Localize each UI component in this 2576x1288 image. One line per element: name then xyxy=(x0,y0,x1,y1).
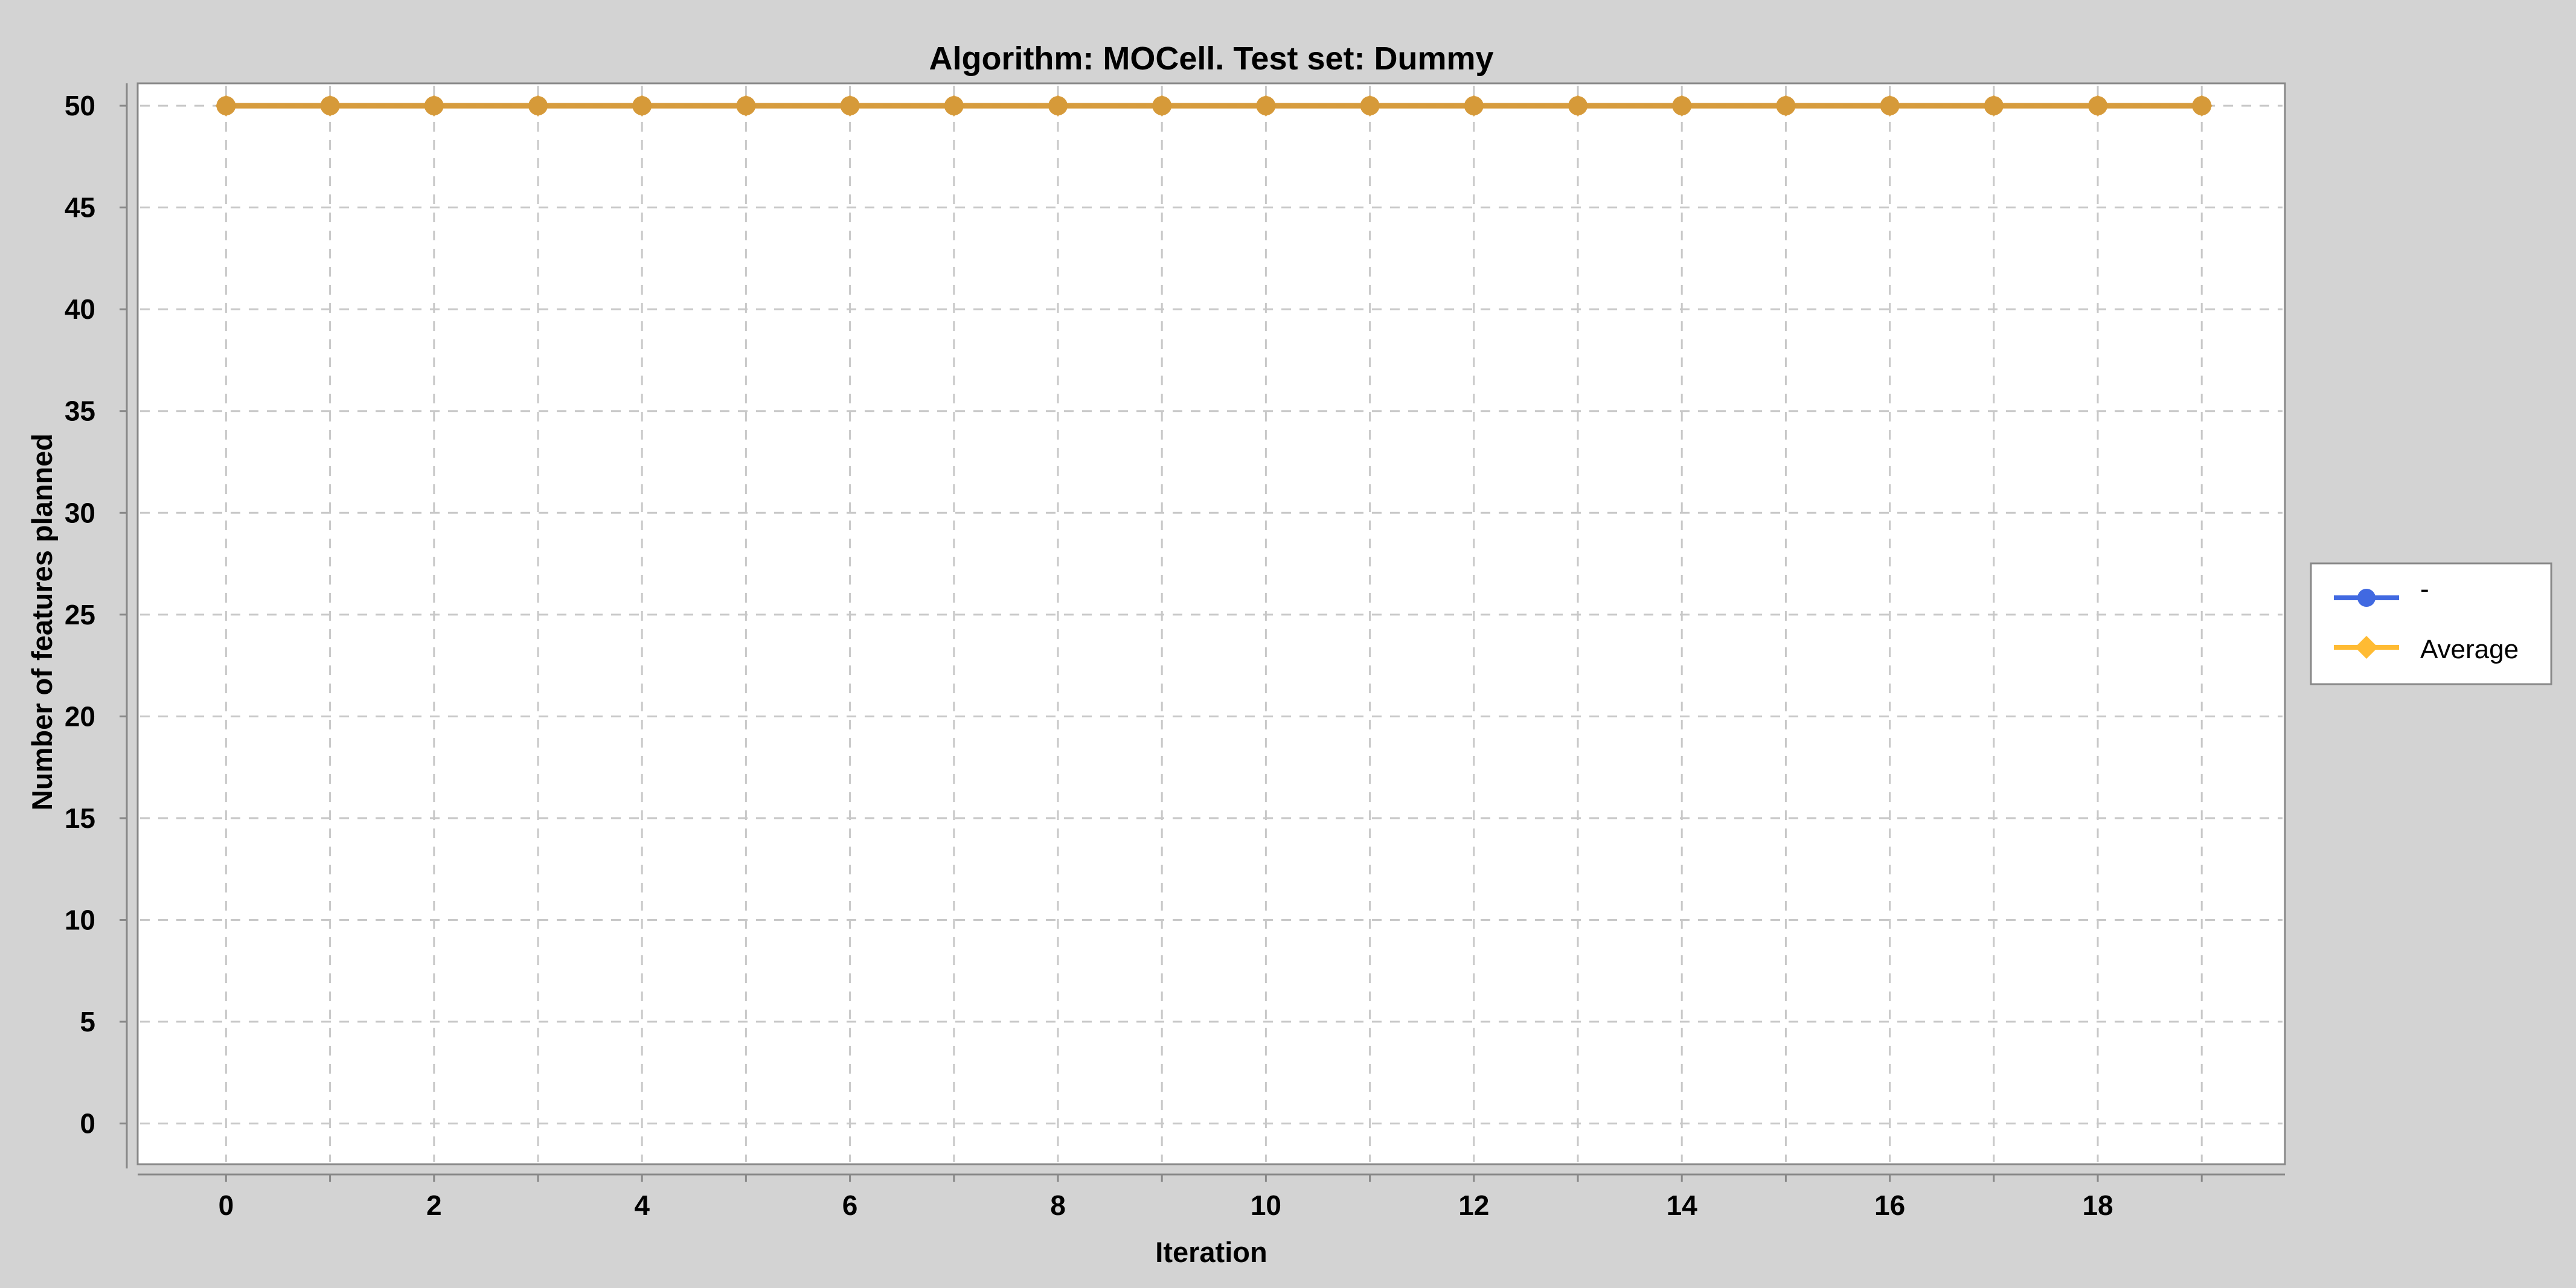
series-2-point xyxy=(735,95,757,117)
series-2-point xyxy=(319,95,341,117)
y-tick-label: 0 xyxy=(80,1108,95,1139)
chart-title: Algorithm: MOCell. Test set: Dummy xyxy=(929,40,1493,77)
series-2-point xyxy=(631,95,653,117)
x-axis-label: Iteration xyxy=(1155,1236,1267,1268)
x-tick-label: 16 xyxy=(1874,1190,1905,1221)
y-axis-ticks: 0 5 10 15 20 25 30 35 40 45 50 xyxy=(65,90,127,1139)
series-2-point xyxy=(839,95,861,117)
series-2-point xyxy=(423,95,445,117)
y-tick-label: 30 xyxy=(65,497,95,528)
x-axis-ticks: 0 2 4 6 8 10 12 14 16 18 xyxy=(219,1174,2203,1221)
x-tick-label: 10 xyxy=(1251,1190,1281,1221)
y-tick-label: 40 xyxy=(65,293,95,325)
y-tick-label: 50 xyxy=(65,90,95,121)
y-tick-label: 25 xyxy=(65,599,95,630)
series-2-point xyxy=(1463,95,1485,117)
series-2-point xyxy=(1879,95,1901,117)
legend: - Average xyxy=(2310,562,2552,685)
x-tick-label: 2 xyxy=(426,1190,442,1221)
series-2-point xyxy=(1047,95,1069,117)
x-tick-label: 4 xyxy=(634,1190,650,1221)
series-2-point xyxy=(1151,95,1173,117)
series-2-point xyxy=(1567,95,1589,117)
x-tick-label: 0 xyxy=(219,1190,234,1221)
plot-area xyxy=(136,82,2286,1165)
legend-label-series-2: Average xyxy=(2420,635,2519,664)
y-tick-label: 35 xyxy=(65,396,95,427)
x-tick-label: 8 xyxy=(1050,1190,1066,1221)
grid xyxy=(140,86,2283,1162)
legend-label-series-1: - xyxy=(2420,574,2429,604)
series-2-point xyxy=(1982,95,2005,117)
series-2-point xyxy=(1255,95,1277,117)
y-tick-label: 10 xyxy=(65,904,95,935)
series-2-point xyxy=(1359,95,1381,117)
y-tick-label: 15 xyxy=(65,803,95,834)
series-layer xyxy=(215,95,2213,117)
series-2-point xyxy=(1775,95,1797,117)
series-2-point xyxy=(215,95,237,117)
series-2-point xyxy=(943,95,965,117)
y-tick-label: 5 xyxy=(80,1006,95,1037)
legend-marker-series-2 xyxy=(2355,636,2378,659)
x-tick-label: 12 xyxy=(1458,1190,1489,1221)
series-2-point xyxy=(1671,95,1693,117)
series-2-point xyxy=(2087,95,2109,117)
x-tick-label: 18 xyxy=(2082,1190,2113,1221)
x-tick-label: 6 xyxy=(842,1190,858,1221)
y-tick-label: 45 xyxy=(65,192,95,223)
legend-box xyxy=(2310,562,2552,685)
y-tick-label: 20 xyxy=(65,700,95,732)
series-2-point xyxy=(2191,95,2213,117)
legend-marker-series-1 xyxy=(2357,589,2376,607)
x-tick-label: 14 xyxy=(1667,1190,1698,1221)
series-2-point xyxy=(527,95,549,117)
y-axis-label: Number of features planned xyxy=(26,434,58,810)
